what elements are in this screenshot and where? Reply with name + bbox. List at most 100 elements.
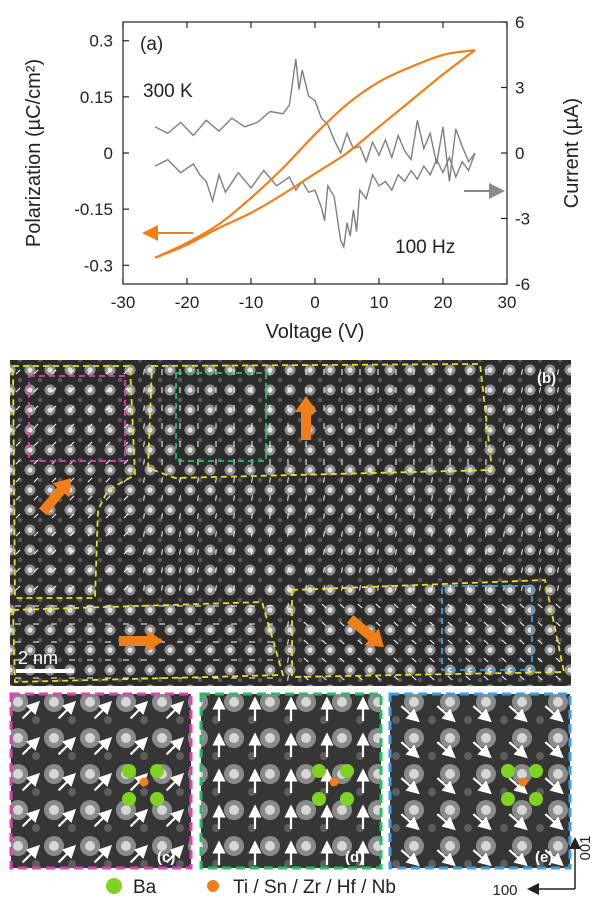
- vector-arrow: [449, 567, 451, 573]
- atom-legend: Ba Ti / Sn / Zr / Hf / Nb: [106, 877, 396, 898]
- vector-arrow: [503, 531, 505, 537]
- inset-vector-arrow: [165, 736, 185, 756]
- vector-arrow: [359, 513, 361, 519]
- vector-arrow: [197, 477, 199, 483]
- vector-arrow: [303, 603, 309, 609]
- vector-arrow: [105, 369, 111, 375]
- vector-arrow: [69, 585, 75, 591]
- x-tick-group: -30 -20 -10 0 10 20 30: [111, 22, 516, 312]
- vector-arrow: [447, 603, 453, 609]
- vector-arrow: [15, 513, 21, 519]
- inset-vector-arrow: [400, 741, 420, 759]
- y-right-axis-title: Current (µA): [561, 98, 583, 208]
- vector-arrow: [323, 513, 325, 519]
- vector-arrow: [33, 549, 39, 555]
- inset-vector-arrow: [93, 808, 113, 828]
- inset-c-border: [9, 692, 193, 870]
- vector-arrow: [179, 549, 181, 555]
- inset-vector-arrow: [400, 777, 420, 795]
- vector-arrow: [51, 441, 57, 447]
- inset-box-d: [175, 372, 267, 462]
- vector-arrow: [485, 495, 487, 501]
- vector-arrow: [251, 585, 253, 591]
- vector-arrow: [123, 423, 129, 429]
- vector-arrow: [269, 567, 271, 573]
- vector-arrow: [123, 369, 129, 375]
- vector-arrow: [321, 621, 327, 627]
- vector-arrow: [339, 603, 345, 609]
- vector-arrow: [393, 639, 399, 645]
- vector-arrow: [69, 549, 75, 555]
- vector-arrow: [269, 549, 271, 555]
- vector-arrow: [179, 531, 181, 537]
- region-outline-left: [12, 365, 136, 599]
- vector-arrow: [105, 387, 111, 393]
- vector-arrow: [503, 441, 505, 447]
- vector-arrow: [501, 621, 507, 627]
- vector-arrow: [69, 369, 75, 375]
- vector-arrow: [33, 423, 39, 429]
- ba-atom-marker: [501, 792, 515, 806]
- vector-arrow: [69, 495, 75, 501]
- vector-arrow: [519, 675, 525, 681]
- inset-c-label: (c): [157, 849, 175, 866]
- scale-bar: [16, 669, 74, 673]
- vector-arrow: [87, 423, 93, 429]
- vector-arrow: [143, 369, 145, 375]
- ba-atom-marker: [312, 764, 326, 778]
- inset-vector-arrow: [472, 813, 492, 831]
- vector-arrow: [233, 585, 235, 591]
- vector-arrow: [341, 567, 343, 573]
- vector-arrow: [105, 531, 111, 537]
- vector-arrow: [395, 477, 397, 483]
- vector-arrow: [287, 621, 289, 627]
- inset-vector-arrow: [165, 772, 185, 792]
- polarization-arrow-up-right: [39, 478, 72, 516]
- vector-arrow: [411, 639, 417, 645]
- x-axis-title: Voltage (V): [266, 321, 365, 343]
- vector-arrow: [429, 603, 435, 609]
- vector-arrow: [215, 567, 217, 573]
- y-right-tick-label: 6: [515, 13, 524, 32]
- vector-arrow: [105, 459, 111, 465]
- vector-arrow: [431, 477, 433, 483]
- inset-vector-arrow: [129, 700, 149, 720]
- vector-arrow: [287, 495, 289, 501]
- vector-arrow: [269, 513, 271, 519]
- inset-d-vectors: [212, 696, 370, 865]
- vector-arrow: [69, 531, 75, 537]
- vector-arrow: [557, 405, 559, 411]
- vector-arrow: [413, 513, 415, 519]
- vector-arrow: [413, 531, 415, 537]
- vector-arrow: [557, 477, 559, 483]
- inset-vector-arrow: [129, 736, 149, 756]
- polarization-series-lower: [154, 49, 476, 259]
- vector-arrow: [449, 585, 451, 591]
- vector-arrow: [179, 477, 181, 483]
- vector-arrow: [521, 477, 523, 483]
- vector-arrow: [15, 567, 21, 573]
- vector-arrow: [287, 531, 289, 537]
- vector-arrow: [503, 423, 505, 429]
- vector-arrow: [251, 495, 253, 501]
- vector-arrow: [465, 639, 471, 645]
- inset-vector-arrow: [436, 777, 456, 795]
- vector-arrow: [447, 621, 453, 627]
- vector-arrow: [341, 513, 343, 519]
- vector-arrow: [377, 549, 379, 555]
- vector-arrow: [395, 531, 397, 537]
- vector-arrow: [483, 621, 489, 627]
- vector-arrow: [197, 495, 199, 501]
- vector-arrow: [557, 513, 559, 519]
- vector-arrow: [411, 657, 417, 663]
- inset-vector-arrow: [400, 705, 420, 723]
- vector-arrow: [143, 477, 145, 483]
- vector-arrow: [33, 567, 39, 573]
- vector-arrow: [15, 549, 21, 555]
- inset-vector-arrow: [544, 777, 564, 795]
- vector-arrow: [485, 513, 487, 519]
- vector-arrow: [143, 387, 145, 393]
- ba-atom-marker: [529, 792, 543, 806]
- vector-arrow: [303, 675, 309, 681]
- vector-arrow: [51, 369, 57, 375]
